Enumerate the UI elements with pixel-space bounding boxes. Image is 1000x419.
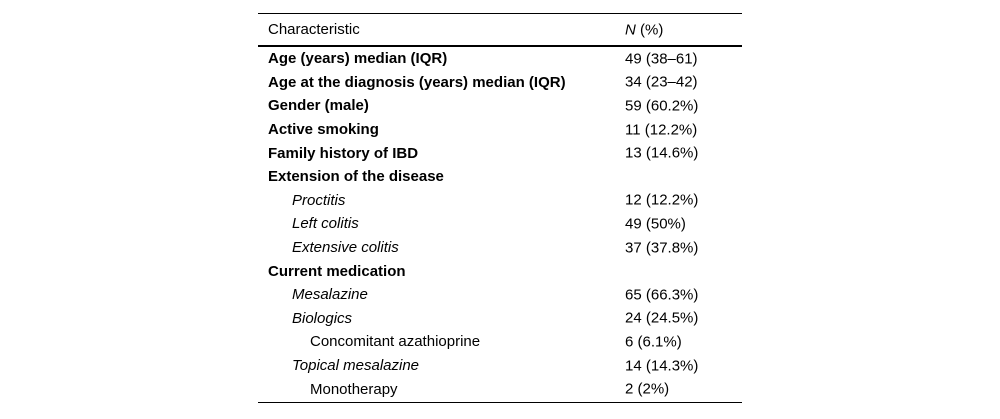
row-value: 2 (2%) xyxy=(625,380,670,398)
row-label: Gender (male) xyxy=(268,97,369,115)
table-row: Mesalazine 65 (66.3%) xyxy=(258,283,742,307)
row-label: Current medication xyxy=(268,262,406,280)
header-percent-suffix: (%) xyxy=(635,21,664,38)
row-label: Age at the diagnosis (years) median (IQR… xyxy=(268,73,566,91)
row-label: Extensive colitis xyxy=(292,239,399,257)
row-value: 11 (12.2%) xyxy=(625,121,698,139)
table-header-row: Characteristic N (%) xyxy=(258,14,742,47)
row-label: Biologics xyxy=(292,309,353,327)
characteristics-table: Characteristic N (%) Age (years) median … xyxy=(258,13,742,403)
row-label: Active smoking xyxy=(268,121,379,139)
row-label: Proctitis xyxy=(292,191,346,209)
row-label: Topical mesalazine xyxy=(292,357,420,375)
table-row: Biologics 24 (24.5%) xyxy=(258,307,742,331)
row-value: 12 (12.2%) xyxy=(625,191,699,209)
table-row: Family history of IBD 13 (14.6%) xyxy=(258,141,742,165)
table-row: Topical mesalazine 14 (14.3%) xyxy=(258,354,742,378)
table-row: Monotherapy 2 (2%) xyxy=(258,377,742,401)
table-row: Gender (male) 59 (60.2%) xyxy=(258,94,742,118)
table-row: Proctitis 12 (12.2%) xyxy=(258,189,742,213)
row-value: 49 (38–61) xyxy=(625,50,698,68)
row-label: Concomitant azathioprine xyxy=(310,333,481,351)
table-row: Active smoking 11 (12.2%) xyxy=(258,118,742,142)
header-characteristic: Characteristic xyxy=(268,21,360,38)
row-value: 34 (23–42) xyxy=(625,73,698,91)
row-label: Mesalazine xyxy=(292,286,368,304)
row-label: Extension of the disease xyxy=(268,168,444,186)
row-value: 13 (14.6%) xyxy=(625,144,699,162)
row-value: 24 (24.5%) xyxy=(625,309,699,327)
row-label: Age (years) median (IQR) xyxy=(268,50,448,68)
table-row: Current medication xyxy=(258,259,742,283)
table-row: Left colitis 49 (50%) xyxy=(258,212,742,236)
row-label: Family history of IBD xyxy=(268,144,419,162)
header-n-italic: N xyxy=(625,21,636,38)
row-label: Left colitis xyxy=(292,215,359,233)
row-value: 37 (37.8%) xyxy=(625,239,699,257)
header-n-percent: N (%) xyxy=(625,21,663,38)
table-row: Concomitant azathioprine 6 (6.1%) xyxy=(258,330,742,354)
table-row: Extension of the disease xyxy=(258,165,742,189)
row-value: 49 (50%) xyxy=(625,215,686,233)
row-value: 6 (6.1%) xyxy=(625,333,682,351)
row-value: 65 (66.3%) xyxy=(625,286,699,304)
row-label: Monotherapy xyxy=(310,380,398,398)
row-value: 59 (60.2%) xyxy=(625,97,699,115)
table-row: Age at the diagnosis (years) median (IQR… xyxy=(258,71,742,95)
table-row: Extensive colitis 37 (37.8%) xyxy=(258,236,742,260)
table-row: Age (years) median (IQR) 49 (38–61) xyxy=(258,47,742,71)
table-body: Age (years) median (IQR) 49 (38–61) Age at… xyxy=(258,47,742,402)
row-value: 14 (14.3%) xyxy=(625,357,699,375)
